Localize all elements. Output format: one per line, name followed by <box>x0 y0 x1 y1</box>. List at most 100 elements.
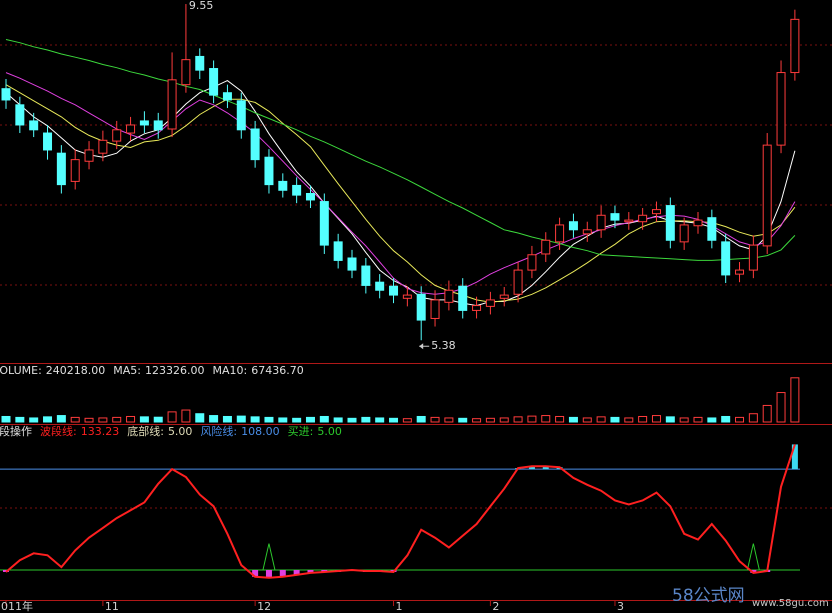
candle-body <box>305 192 315 201</box>
candle-body <box>209 68 219 96</box>
buy-signal <box>746 543 760 571</box>
bottom-bar <box>252 569 259 577</box>
candle-body <box>389 285 399 296</box>
volume-bar <box>624 417 634 423</box>
volume-bar <box>679 417 689 423</box>
volume-bar <box>748 413 758 423</box>
candle-body <box>29 120 39 131</box>
legend-name: 波段线: <box>40 424 77 438</box>
candle-body <box>776 72 786 146</box>
candle-body <box>582 229 592 235</box>
moving-average-line <box>5 84 796 303</box>
volume-bar <box>568 416 578 423</box>
volume-header: VOLUME: 240218.00 MA5: 123326.00 MA10:67436.… <box>0 364 304 377</box>
legend-value: 5.00 <box>317 425 342 438</box>
watermark-brand: 58公式网 <box>672 586 745 606</box>
candle-body <box>416 293 426 321</box>
volume-bar <box>610 416 620 423</box>
candle-body <box>721 241 731 276</box>
candle-body <box>333 241 343 261</box>
wave-line <box>5 444 796 579</box>
volume-bar <box>84 417 94 423</box>
legend-value: 5.00 <box>168 425 193 438</box>
candle-body <box>222 92 232 101</box>
candle-body <box>43 132 53 151</box>
candle-body <box>292 184 302 196</box>
candle-body <box>1 88 11 101</box>
volume-bar <box>389 417 399 423</box>
volume-bar <box>126 415 136 423</box>
moving-average-line <box>5 39 796 261</box>
volume-bar <box>264 416 274 423</box>
candle-body <box>555 224 565 243</box>
volume-bar <box>665 416 675 423</box>
volume-bar <box>167 411 177 423</box>
x-tick-label: 11 <box>105 600 119 613</box>
legend-name: 买进: <box>288 425 314 438</box>
volume-bar <box>195 413 205 423</box>
bottom-bar <box>321 569 328 572</box>
volume-bar <box>458 417 468 423</box>
volume-bar <box>153 416 163 423</box>
volume-bar <box>236 415 246 423</box>
volume-bar <box>762 404 772 423</box>
bottom-bar <box>750 569 757 573</box>
volume-bar <box>735 416 745 423</box>
candle-body <box>278 180 288 191</box>
candle-body <box>513 269 523 295</box>
volume-bar <box>721 415 731 423</box>
volume-bar <box>596 416 606 423</box>
volume-bar <box>513 416 523 423</box>
volume-bar <box>707 417 717 423</box>
volume-bar <box>112 416 122 423</box>
volume-bar <box>139 416 149 423</box>
candle-body <box>707 217 717 241</box>
volume-bar <box>1 415 11 423</box>
candle-body <box>195 55 205 71</box>
legend-value: 133.23 <box>81 425 120 438</box>
volume-bar <box>375 417 385 423</box>
candle-body <box>139 120 149 126</box>
volume-bar <box>98 417 108 423</box>
volume-bar <box>15 416 25 423</box>
moving-average-line <box>5 72 796 295</box>
candle-body <box>15 104 25 126</box>
volume-bar <box>485 417 495 423</box>
candle-body <box>665 205 675 241</box>
candle-body <box>236 100 246 131</box>
volume-bar <box>250 416 260 423</box>
legend-value: 108.00 <box>241 425 280 438</box>
volume-bar <box>333 417 343 423</box>
volume-bar <box>56 415 66 423</box>
volume-bar <box>472 418 482 423</box>
candle-body <box>319 201 329 246</box>
candle-body <box>624 219 634 223</box>
low-annotation: 5.38 <box>431 339 456 352</box>
volume-bar <box>776 392 786 423</box>
volume-bar <box>693 416 703 423</box>
candle-body <box>98 139 108 154</box>
candle-body <box>126 124 136 134</box>
candle-body <box>458 285 468 311</box>
candle-body <box>748 244 758 271</box>
volume-bar <box>305 416 315 423</box>
x-tick-label: 2011年 <box>0 599 33 613</box>
volume-bar <box>527 415 537 423</box>
candle-body <box>735 269 745 275</box>
header-value: 123326.00 <box>145 364 205 377</box>
volume-bar <box>790 377 800 423</box>
volume-bar <box>499 417 509 423</box>
candle-body <box>762 144 772 247</box>
candle-body <box>790 18 800 74</box>
volume-bar <box>651 415 661 423</box>
candle-body <box>444 289 454 303</box>
volume-bar <box>278 417 288 423</box>
candle-body <box>375 281 385 291</box>
buy-signal <box>262 543 276 571</box>
volume-bar <box>70 416 80 423</box>
volume-bar <box>638 415 648 423</box>
volume-bar <box>582 417 592 423</box>
